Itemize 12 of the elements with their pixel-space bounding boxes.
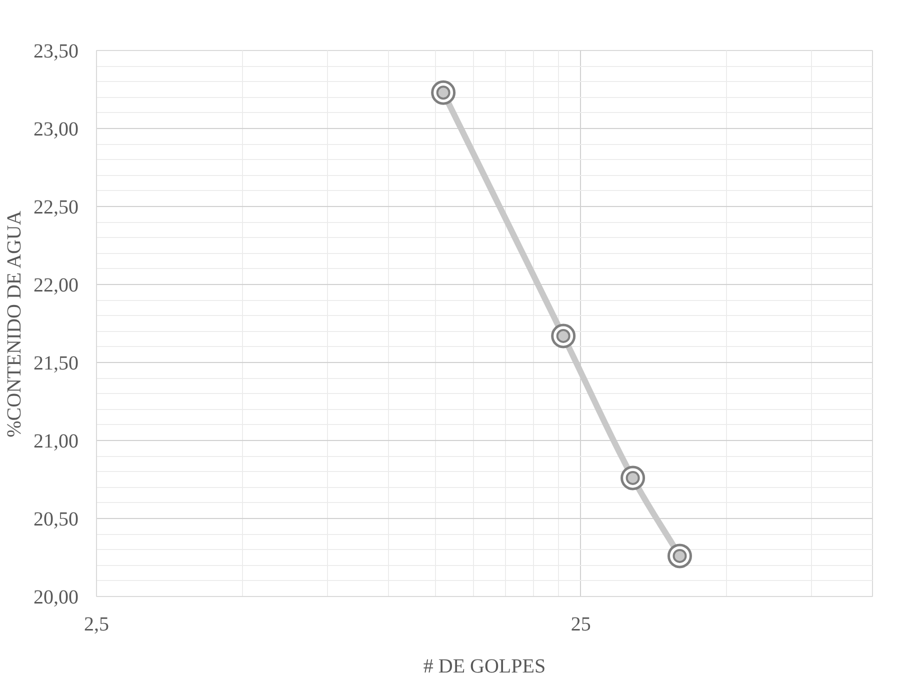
y-tick-label: 23,00 (34, 118, 78, 140)
y-tick-label: 20,50 (34, 508, 78, 530)
y-tick-label: 21,00 (34, 430, 78, 452)
y-tick-label: 23,50 (34, 40, 78, 62)
x-tick-label: 25 (570, 614, 591, 636)
x-axis-title: # DE GOLPES (423, 656, 546, 678)
y-tick-label: 22,00 (34, 274, 78, 296)
y-tick-label: 22,50 (34, 196, 78, 218)
y-tick-label: 21,50 (34, 352, 78, 374)
x-tick-label: 2,5 (84, 614, 109, 636)
y-tick-label: 20,00 (34, 586, 78, 608)
y-axis-title: %CONTENIDO DE AGUA (4, 210, 26, 438)
